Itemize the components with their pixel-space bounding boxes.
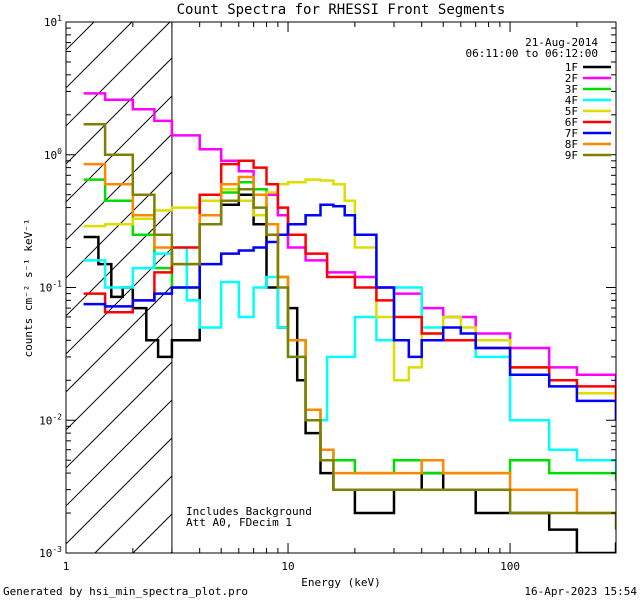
hatch-line [65,95,173,203]
legend-label-8F: 8F [565,138,578,151]
series-line-7F [83,203,616,421]
y-axis-label: counts cm⁻² s⁻¹ keV⁻¹ [22,218,35,357]
series-line-4F [83,246,616,474]
annotation-attenuator: Att A0, FDecim 1 [186,516,292,529]
x-axis-label: Energy (keV) [301,576,380,589]
legend-label-4F: 4F [565,94,578,107]
legend-label-9F: 9F [565,149,578,162]
hatch-line [65,399,173,507]
hatch-line [65,285,173,393]
x-tick-label: 1 [63,560,70,573]
x-tick-label: 100 [500,560,520,573]
hatch-line [65,209,173,317]
x-tick-label: 10 [281,560,294,573]
hatch-line [65,133,173,241]
hatch-line [65,437,173,545]
hatch-line [132,513,173,554]
x-tick-labels: 1 10 100 [63,560,520,573]
y-tick-labels: 10-3 10-2 10-1 100 101 [39,14,62,560]
hatch-line [65,361,173,469]
legend-label-3F: 3F [565,83,578,96]
hatch-line [65,323,173,431]
hatch-line [94,475,173,554]
observation-date: 21-Aug-2014 [525,36,598,49]
legend-label-6F: 6F [565,116,578,129]
legend-label-5F: 5F [565,105,578,118]
hatch-line [65,21,171,127]
y-tick-label: 10-2 [39,412,62,427]
y-tick-label: 10-1 [39,280,62,295]
series-line-9F [83,122,616,530]
hatch-line [65,21,133,89]
hatch-line [65,21,95,51]
y-tick-label: 10-3 [39,545,62,560]
axis-ticks [65,21,617,554]
series-line-6F [83,159,616,410]
legend-label-1F: 1F [565,61,578,74]
y-tick-label: 101 [44,14,62,29]
series-line-3F [83,178,616,481]
chart-title: Count Spectra for RHESSI Front Segments [177,2,506,18]
legend-label-2F: 2F [565,72,578,85]
legend-label-7F: 7F [565,127,578,140]
y-tick-label: 100 [44,147,62,162]
hatch-line [65,57,173,165]
footer-timestamp: 16-Apr-2023 15:54 [524,585,637,598]
observation-time-range: 06:11:00 to 06:12:00 [466,47,598,60]
footer-generated-by: Generated by hsi_min_spectra_plot.pro [3,585,248,598]
hatch-line [65,247,173,355]
series-layer [83,92,616,553]
annotation-background: Includes Background [186,505,312,518]
